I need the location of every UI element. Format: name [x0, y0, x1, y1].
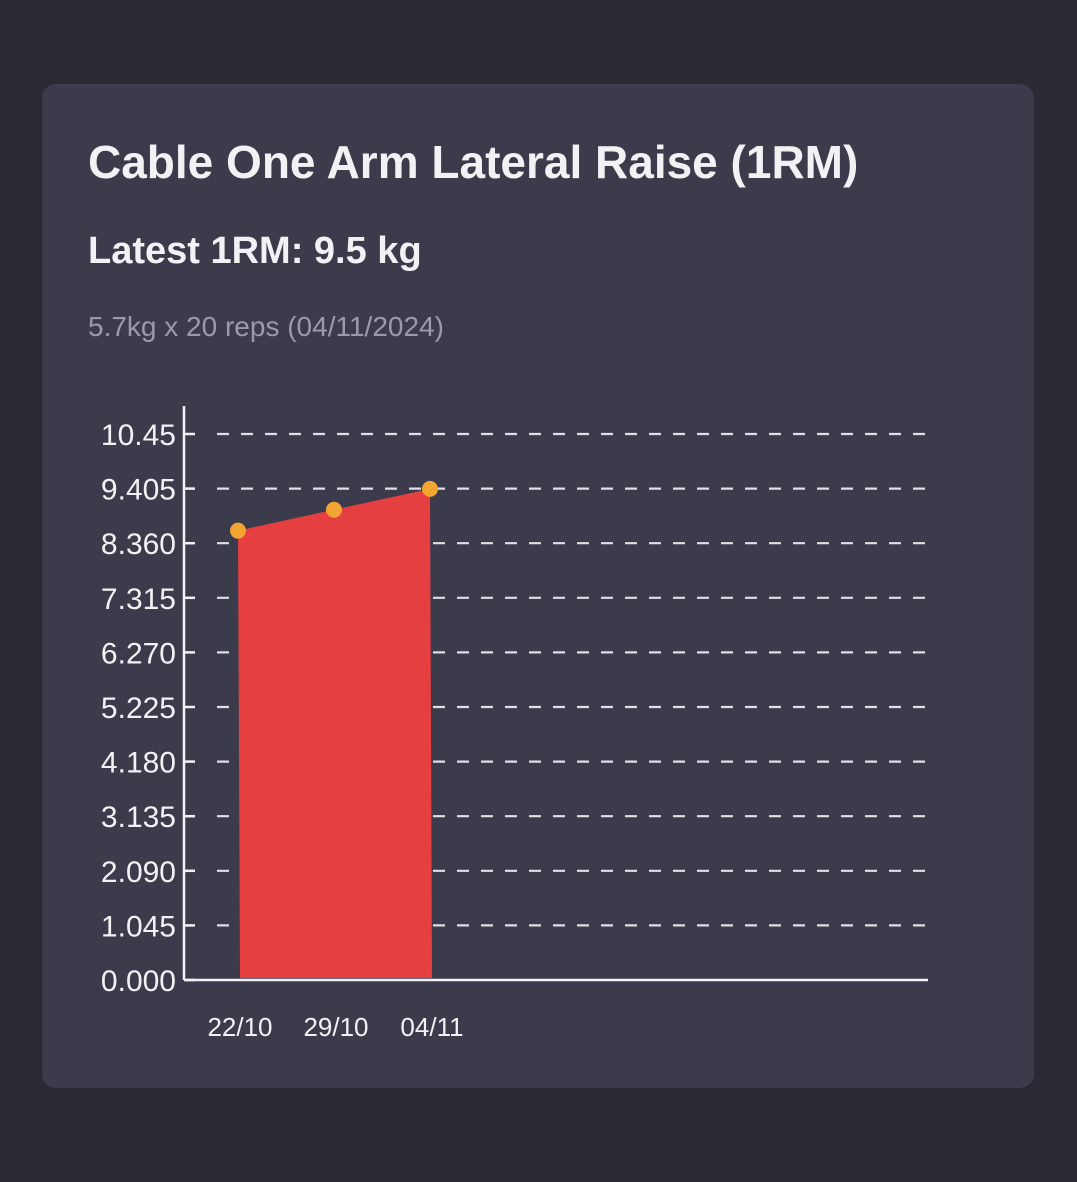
y-tick-label: 6.270: [101, 637, 176, 670]
data-point: [422, 481, 438, 497]
y-tick-label: 8.360: [101, 528, 176, 561]
data-point: [326, 502, 342, 518]
y-tick-label: 0.000: [101, 965, 176, 998]
data-point: [230, 523, 246, 539]
y-tick-label: 3.135: [101, 801, 176, 834]
y-tick-label: 1.045: [101, 910, 176, 943]
y-tick-label: 2.090: [101, 856, 176, 889]
y-tick-label: 7.315: [101, 583, 176, 616]
y-tick-label: 4.180: [101, 747, 176, 780]
x-tick-label: 29/10: [303, 1012, 368, 1042]
y-tick-label: 10.45: [101, 419, 176, 452]
x-tick-label: 04/11: [400, 1012, 463, 1042]
x-tick-label: 22/10: [207, 1012, 272, 1042]
series-area: [238, 489, 432, 978]
y-tick-label: 5.225: [101, 692, 176, 725]
y-tick-label: 9.405: [101, 474, 176, 507]
